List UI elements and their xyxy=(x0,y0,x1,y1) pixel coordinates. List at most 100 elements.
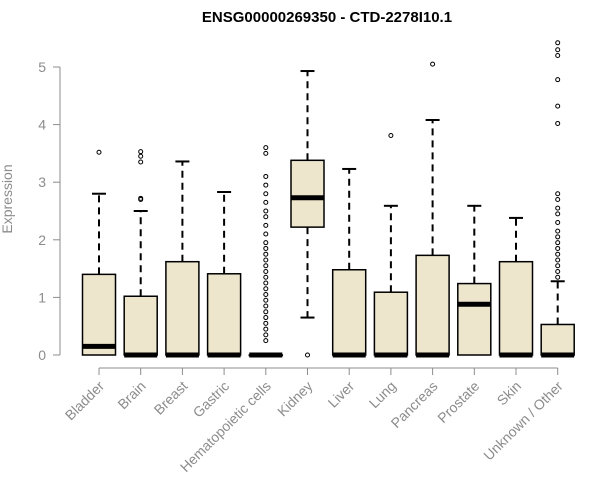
outlier-point xyxy=(263,268,269,274)
box-iqr xyxy=(331,269,367,356)
box-iqr xyxy=(123,295,158,356)
outlier-point xyxy=(138,149,144,155)
x-tick-label: Kidney xyxy=(274,378,316,420)
outlier-point xyxy=(555,251,561,257)
outlier-point xyxy=(138,153,144,159)
outlier-point xyxy=(263,231,269,237)
outlier-point xyxy=(263,326,269,332)
box-iqr xyxy=(498,260,534,356)
outlier-point xyxy=(555,196,561,202)
outlier-point xyxy=(138,195,144,201)
box-unknown-other xyxy=(540,40,575,358)
outlier-point xyxy=(263,280,269,286)
outlier-point xyxy=(263,257,269,263)
outlier-point xyxy=(263,315,269,321)
chart-title: ENSG00000269350 - CTD-2278I10.1 xyxy=(202,9,452,26)
outlier-point xyxy=(430,61,436,67)
box-iqr xyxy=(457,282,492,356)
x-tick-label: Lung xyxy=(366,378,399,411)
box-hematopoietic-cells xyxy=(248,145,284,358)
outlier-point xyxy=(263,297,269,303)
outlier-point xyxy=(263,286,269,292)
box-bladder xyxy=(81,149,117,356)
outlier-point xyxy=(263,240,269,246)
box-skin xyxy=(498,216,534,358)
y-axis: 0 1 2 3 4 5 xyxy=(38,59,61,363)
outlier-point xyxy=(388,133,394,139)
box-iqr xyxy=(540,323,575,356)
y-tick-label: 5 xyxy=(38,59,46,75)
outlier-point xyxy=(555,191,561,197)
y-axis-label: Expression xyxy=(0,164,15,233)
outlier-point xyxy=(263,245,269,251)
outlier-point xyxy=(555,268,561,274)
outlier-point xyxy=(555,47,561,53)
y-tick-label: 2 xyxy=(38,232,46,248)
outlier-point xyxy=(263,173,269,179)
outlier-point xyxy=(555,205,561,211)
outlier-point xyxy=(263,338,269,344)
x-tick-label: Skin xyxy=(494,378,525,409)
x-tick-label: Brain xyxy=(114,378,148,412)
outlier-point xyxy=(263,150,269,156)
outlier-point xyxy=(555,257,561,263)
outlier-point xyxy=(555,103,561,109)
box-iqr xyxy=(81,273,117,356)
x-tick-label: Prostate xyxy=(434,378,482,426)
box-iqr xyxy=(165,260,200,356)
outlier-point xyxy=(263,214,269,220)
outlier-point xyxy=(555,52,561,58)
box-breast xyxy=(165,160,200,358)
x-tick-label: Unknown / Other xyxy=(480,378,566,464)
box-iqr xyxy=(415,254,450,356)
outlier-point xyxy=(96,149,102,155)
boxes-layer xyxy=(81,40,575,358)
outlier-point xyxy=(555,263,561,269)
outlier-point xyxy=(555,245,561,251)
outlier-point xyxy=(555,120,561,126)
y-tick-label: 0 xyxy=(38,347,46,363)
outlier-point xyxy=(263,292,269,298)
outlier-point xyxy=(555,228,561,234)
box-brain xyxy=(123,149,158,358)
outlier-point xyxy=(263,182,269,188)
x-tick-label: Liver xyxy=(325,378,358,411)
box-prostate xyxy=(457,204,492,356)
y-tick-label: 1 xyxy=(38,289,46,305)
box-iqr xyxy=(373,291,409,356)
x-tick-label: Bladder xyxy=(62,378,108,424)
x-tick-label: Breast xyxy=(151,378,191,418)
outlier-point xyxy=(263,320,269,326)
outlier-point xyxy=(263,332,269,338)
outlier-point xyxy=(263,199,269,205)
outlier-point xyxy=(555,274,561,280)
y-tick-label: 3 xyxy=(38,174,46,190)
outlier-point xyxy=(555,240,561,246)
outlier-point xyxy=(263,208,269,214)
box-iqr xyxy=(206,273,242,356)
outlier-point xyxy=(555,211,561,217)
outlier-point xyxy=(263,251,269,257)
outlier-point xyxy=(555,234,561,240)
outlier-point xyxy=(263,145,269,151)
box-liver xyxy=(331,167,367,358)
outlier-point xyxy=(263,303,269,309)
outlier-point xyxy=(305,352,310,358)
outlier-point xyxy=(138,159,144,165)
outlier-point xyxy=(263,274,269,280)
outlier-point xyxy=(263,191,269,197)
outlier-point xyxy=(555,40,561,46)
box-lung xyxy=(373,133,409,358)
outlier-point xyxy=(263,309,269,315)
outlier-point xyxy=(555,77,561,83)
box-kidney xyxy=(290,70,325,358)
box-pancreas xyxy=(415,61,450,358)
outlier-point xyxy=(263,222,269,228)
outlier-point xyxy=(555,220,561,226)
box-iqr xyxy=(290,159,325,228)
outlier-point xyxy=(263,263,269,269)
box-gastric xyxy=(206,190,242,358)
y-tick-label: 4 xyxy=(38,117,46,133)
